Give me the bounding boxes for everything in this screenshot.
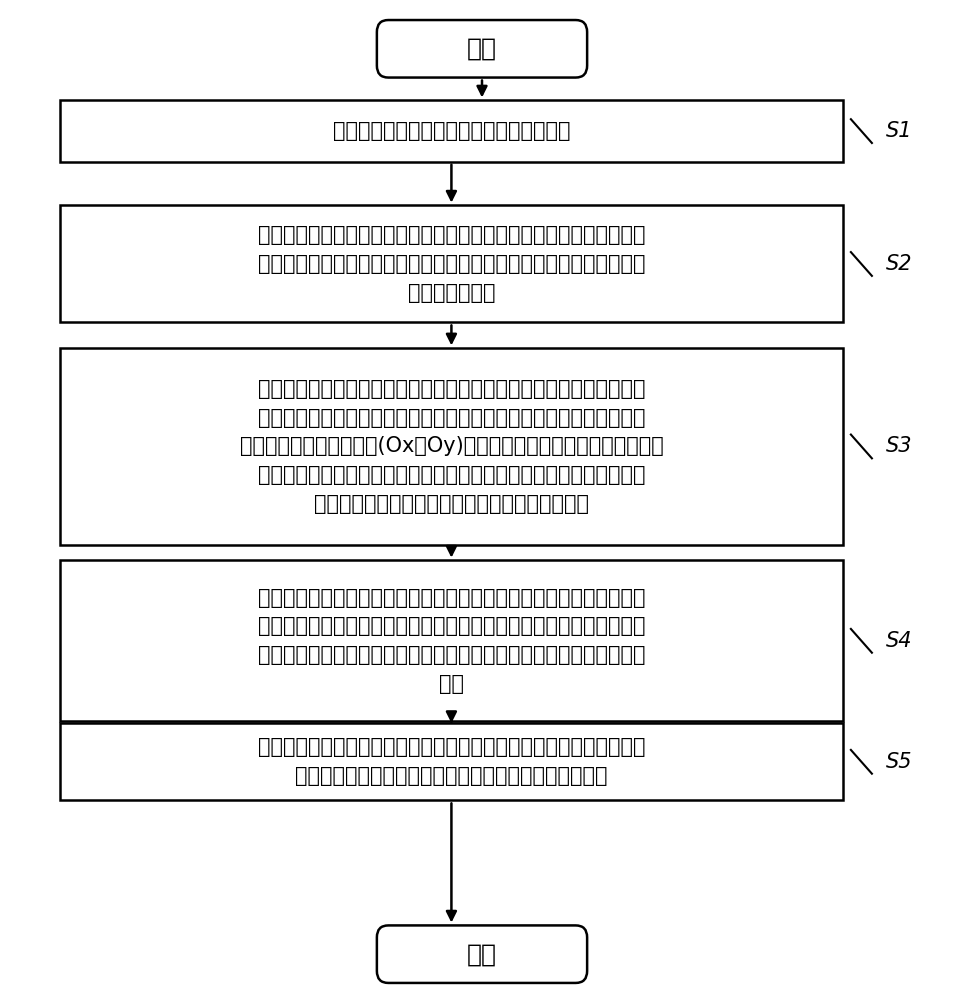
Text: 在所述调整阶段，基于所述车辆的初始位置坐标和所述障碍物的位置坐
标确定的第一基准曲线，并计算所述入库阶段的最小泊入圆，其中所述
最小泊入圆的圆心坐标为(Ox，O: 在所述调整阶段，基于所述车辆的初始位置坐标和所述障碍物的位置坐 标确定的第一基准… <box>239 379 663 514</box>
Text: 在所述揉库阶段，根据所述目标库位所在位置确定第三基准曲线，并基
于所述第二目标点和所述第三基准曲线生成第三目标轨迹: 在所述揉库阶段，根据所述目标库位所在位置确定第三基准曲线，并基 于所述第二目标点… <box>257 737 645 786</box>
Text: S4: S4 <box>886 631 913 651</box>
Text: 初始阶段、调整阶段、入库阶段和揉库阶段: 初始阶段、调整阶段、入库阶段和揉库阶段 <box>333 121 570 141</box>
Text: S1: S1 <box>886 121 913 141</box>
Text: S5: S5 <box>886 752 913 772</box>
Bar <box>60 560 844 721</box>
Text: 在所述初始阶段，获取目标库位的位置坐标、障碍物的位置坐标和待入
库车辆的初始位姿信息，所述初始位姿信息包括所述车辆的初始位置坐
标和航向角信息: 在所述初始阶段，获取目标库位的位置坐标、障碍物的位置坐标和待入 库车辆的初始位姿… <box>257 225 645 303</box>
FancyBboxPatch shape <box>377 20 587 78</box>
Bar <box>60 348 844 545</box>
Text: S2: S2 <box>886 254 913 274</box>
Text: 开始: 开始 <box>467 37 497 61</box>
Text: 结束: 结束 <box>467 942 497 966</box>
Bar <box>60 723 844 800</box>
Text: 在所述入库阶段，若所述车辆的车尾没有位于所述目标库位中，以所述
最小泊入圆作为所述入库阶段的第二基准曲线，并基于所述第一目标点
和所述第二基准曲线生成第二目标轨: 在所述入库阶段，若所述车辆的车尾没有位于所述目标库位中，以所述 最小泊入圆作为所… <box>257 588 645 694</box>
FancyBboxPatch shape <box>377 925 587 983</box>
Bar <box>60 100 844 162</box>
Bar <box>60 205 844 322</box>
Text: S3: S3 <box>886 436 913 456</box>
